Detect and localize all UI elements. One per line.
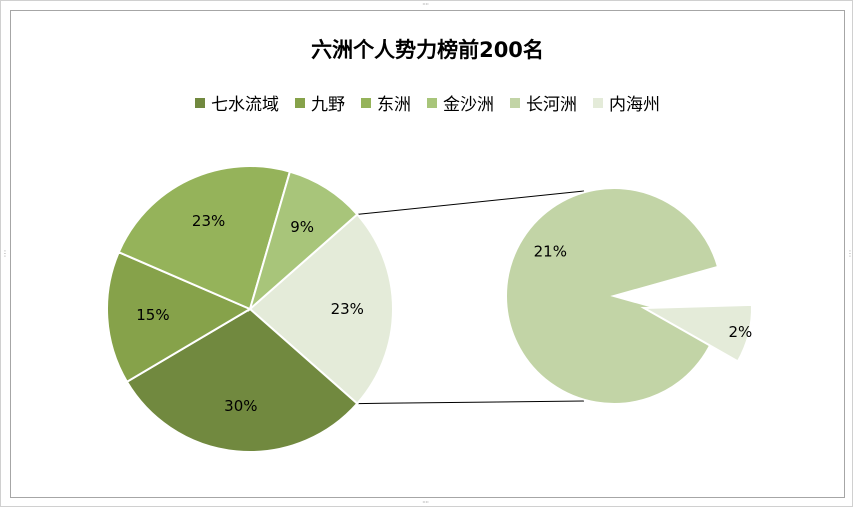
primary-slice-3[interactable] (248, 170, 359, 313)
bottom-resize-handle[interactable]: ···· (422, 498, 429, 507)
primary-slice-4[interactable] (248, 213, 394, 405)
legend-item-3: 金沙洲 (427, 90, 494, 115)
legend-swatch-5 (593, 97, 603, 108)
primary-slice-2[interactable] (117, 165, 292, 311)
primary-label-0: 30% (224, 397, 257, 415)
top-resize-handle[interactable]: ···· (422, 0, 429, 9)
secondary-pie (505, 187, 753, 405)
legend-swatch-0 (195, 97, 205, 108)
legend-label-4: 长河洲 (526, 95, 577, 115)
data-labels: 23% 30% 15% 23% 9% 21% 2% (136, 212, 752, 415)
legend-item-1: 九野 (295, 90, 345, 115)
connector-bottom (357, 400, 585, 405)
legend-label-1: 九野 (311, 95, 345, 115)
legend-swatch-3 (427, 97, 437, 108)
primary-label-3: 9% (290, 218, 314, 236)
primary-label-1: 15% (136, 306, 169, 324)
legend-swatch-4 (510, 97, 520, 108)
legend-label-3: 金沙洲 (443, 95, 494, 115)
secondary-label-0: 21% (534, 242, 567, 260)
chart-legend[interactable]: 七水流域 九野 东洲 金沙洲 长河洲 内海州 (0, 90, 855, 115)
chart-title: 六洲个人势力榜前200名 (311, 38, 544, 62)
legend-label-5: 内海州 (609, 95, 660, 115)
connector-lines (357, 190, 585, 405)
legend-label-2: 东洲 (377, 95, 411, 115)
legend-item-0: 七水流域 (195, 90, 279, 115)
connector-top (357, 190, 585, 215)
legend-swatch-1 (295, 97, 305, 108)
primary-label-2: 23% (192, 212, 225, 230)
secondary-slice-0[interactable] (505, 187, 720, 405)
secondary-label-1: 2% (729, 323, 753, 341)
secondary-slice-1[interactable] (640, 303, 753, 363)
legend-swatch-2 (361, 97, 371, 108)
legend-item-2: 东洲 (361, 90, 411, 115)
right-resize-handle[interactable]: ⋮ (846, 249, 854, 258)
legend-item-5: 内海州 (593, 90, 660, 115)
primary-pie (106, 165, 394, 453)
legend-item-4: 长河洲 (510, 90, 577, 115)
left-resize-handle[interactable]: ⋮ (1, 249, 9, 258)
primary-slice-1[interactable] (106, 250, 253, 384)
legend-label-0: 七水流域 (211, 95, 279, 115)
primary-slice-0[interactable] (125, 307, 359, 453)
primary-label-4: 23% (331, 300, 364, 318)
